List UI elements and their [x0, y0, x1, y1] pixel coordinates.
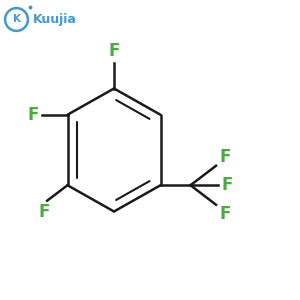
- Text: F: F: [220, 205, 231, 223]
- Text: Kuujia: Kuujia: [33, 13, 77, 26]
- Text: F: F: [222, 176, 233, 194]
- Text: F: F: [28, 106, 39, 124]
- Text: K: K: [13, 14, 20, 25]
- Text: F: F: [108, 42, 120, 60]
- Text: F: F: [39, 203, 50, 221]
- Text: F: F: [220, 148, 231, 166]
